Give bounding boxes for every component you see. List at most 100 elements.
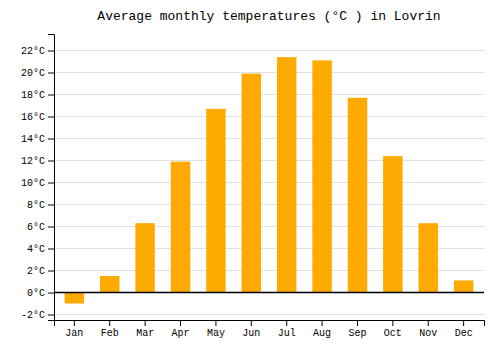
y-tick-label: -2°C <box>21 310 45 321</box>
x-tick-label: May <box>207 328 225 339</box>
y-tick: 12°C <box>21 156 54 167</box>
y-tick-label: 0°C <box>27 288 45 299</box>
x-tick: Feb <box>101 320 119 339</box>
chart: -2°C 0°C 2°C 4°C 6°C 8°C 10°C 12°C 14°C 16°C 18°C 2… <box>0 0 500 350</box>
x-tick: Aug <box>313 320 331 339</box>
y-tick-mark <box>48 293 54 294</box>
y-tick: 10°C <box>21 178 54 189</box>
grid-line <box>54 72 484 73</box>
y-tick-mark <box>48 227 54 228</box>
y-tick-mark <box>48 271 54 272</box>
grid-line <box>54 50 484 51</box>
grid-line <box>54 138 484 139</box>
y-tick-label: 12°C <box>21 156 45 167</box>
x-tick-label: Apr <box>172 328 190 339</box>
y-tick-mark <box>48 161 54 162</box>
x-tick: Sep <box>348 320 366 339</box>
plot: -2°C 0°C 2°C 4°C 6°C 8°C 10°C 12°C 14°C 16°C 18°C 2… <box>21 35 485 340</box>
y-tick: 4°C <box>27 244 54 255</box>
y-tick-mark <box>48 73 54 74</box>
x-tick-mark <box>251 320 252 326</box>
bar <box>135 223 154 292</box>
x-tick-label: Jun <box>242 328 260 339</box>
x-tick-label: Aug <box>313 328 331 339</box>
y-tick-label: 20°C <box>21 68 45 79</box>
x-tick-label: Jan <box>65 328 83 339</box>
x-tick-label: Nov <box>419 328 437 339</box>
y-tick-label: 14°C <box>21 134 45 145</box>
bar <box>312 60 331 292</box>
y-tick: 22°C <box>21 46 54 57</box>
y-tick-mark <box>48 183 54 184</box>
y-tick-label: 18°C <box>21 90 45 101</box>
x-tick: Jul <box>278 320 296 339</box>
x-tick: May <box>207 320 225 339</box>
x-tick-mark <box>109 320 110 326</box>
x-tick: Dec <box>455 320 473 339</box>
bar <box>65 293 84 304</box>
bar <box>242 74 261 293</box>
x-tick: Apr <box>172 320 190 339</box>
x-tick: Mar <box>136 320 154 339</box>
x-tick-label: Oct <box>384 328 402 339</box>
y-tick: 8°C <box>27 200 54 211</box>
grid-line <box>54 204 484 205</box>
bar <box>383 156 402 292</box>
x-tick-mark <box>428 320 429 326</box>
y-tick: 2°C <box>27 266 54 277</box>
bars <box>65 57 474 303</box>
bar <box>348 98 367 293</box>
y-tick-mark <box>48 315 54 316</box>
y-axis-line <box>48 35 55 321</box>
x-tick-label: Feb <box>101 328 119 339</box>
x-tick-label: Mar <box>136 328 154 339</box>
bar <box>419 223 438 292</box>
x-tick-mark <box>180 320 181 326</box>
y-tick: 0°C <box>27 288 54 299</box>
x-tick-mark <box>392 320 393 326</box>
y-tick-mark <box>48 51 54 52</box>
y-tick: 6°C <box>27 222 54 233</box>
y-tick-label: 4°C <box>27 244 45 255</box>
grid-line <box>54 182 484 183</box>
y-tick: 20°C <box>21 68 54 79</box>
x-axis-line <box>55 321 485 327</box>
y-tick-label: 8°C <box>27 200 45 211</box>
grid-line <box>54 314 484 315</box>
y-tick-mark <box>48 205 54 206</box>
grid <box>54 51 484 315</box>
y-tick-mark <box>48 95 54 96</box>
grid-line <box>54 160 484 161</box>
x-tick-mark <box>145 320 146 326</box>
grid-line <box>54 292 484 293</box>
x-tick-mark <box>74 320 75 326</box>
y-tick-label: 6°C <box>27 222 45 233</box>
x-tick-mark <box>463 320 464 326</box>
y-tick: -2°C <box>21 310 54 321</box>
x-tick-mark <box>322 320 323 326</box>
bar <box>206 109 225 293</box>
bar <box>277 57 296 292</box>
bar <box>171 162 190 293</box>
y-tick: 14°C <box>21 134 54 145</box>
bar <box>454 280 473 292</box>
y-tick-label: 22°C <box>21 46 45 57</box>
x-tick: Jun <box>242 320 260 339</box>
y-tick: 18°C <box>21 90 54 101</box>
x-tick-mark <box>215 320 216 326</box>
y-axis: -2°C 0°C 2°C 4°C 6°C 8°C 10°C 12°C 14°C 16°C 18°C 2… <box>21 35 55 322</box>
x-tick: Jan <box>65 320 83 339</box>
x-tick-label: Sep <box>348 328 366 339</box>
x-tick-label: Dec <box>455 328 473 339</box>
y-tick: 16°C <box>21 112 54 123</box>
y-tick-mark <box>48 139 54 140</box>
bar <box>100 276 119 293</box>
y-tick-mark <box>48 249 54 250</box>
x-tick-label: Jul <box>278 328 296 339</box>
y-tick-label: 10°C <box>21 178 45 189</box>
zero-line <box>54 292 484 294</box>
x-tick-mark <box>357 320 358 326</box>
x-axis: Jan Feb Mar Apr May Jun Jul Aug Sep Oct Nov Dec <box>55 320 485 339</box>
y-tick-mark <box>48 117 54 118</box>
x-tick: Oct <box>384 320 402 339</box>
